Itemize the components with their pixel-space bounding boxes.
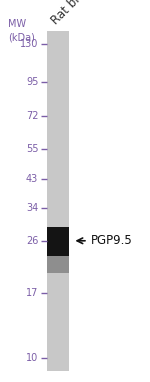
- Text: PGP9.5: PGP9.5: [90, 234, 132, 247]
- Text: 95: 95: [26, 77, 38, 87]
- Bar: [47, 31, 69, 371]
- Text: 17: 17: [26, 288, 38, 298]
- Text: 55: 55: [26, 144, 38, 154]
- Bar: [47, 227, 69, 256]
- Text: 26: 26: [26, 236, 38, 246]
- Text: 10: 10: [26, 353, 38, 363]
- Text: (kDa): (kDa): [8, 32, 35, 42]
- Text: 34: 34: [26, 203, 38, 213]
- Bar: [47, 256, 69, 273]
- Text: 130: 130: [20, 39, 38, 49]
- Text: Rat brain: Rat brain: [49, 0, 96, 27]
- Text: 43: 43: [26, 174, 38, 184]
- Text: MW: MW: [8, 19, 27, 29]
- Text: 72: 72: [26, 111, 38, 121]
